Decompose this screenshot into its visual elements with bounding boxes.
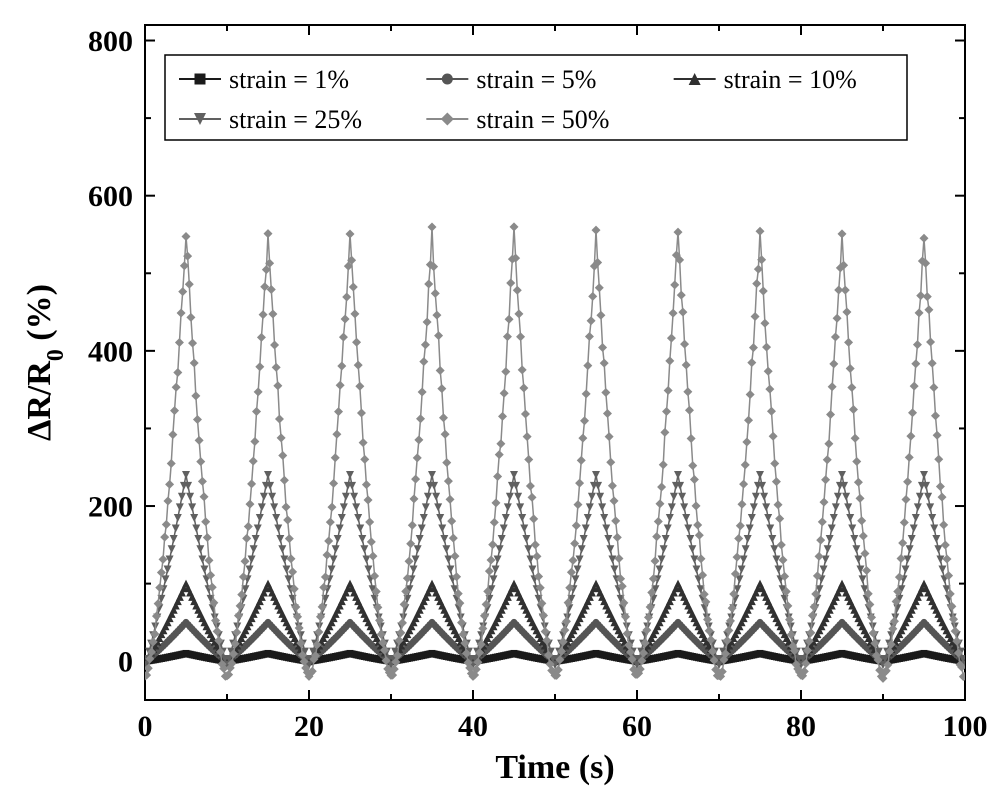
svg-text:strain = 5%: strain = 5% — [476, 65, 596, 94]
svg-text:strain = 10%: strain = 10% — [724, 65, 857, 94]
chart-figure: 0 20 40 60 80 100 0 200 400 600 800 Time (s) ΔR/R0 (… — [0, 0, 1000, 792]
chart-svg: 0 20 40 60 80 100 0 200 400 600 800 Time (s) ΔR/R0 (… — [0, 0, 1000, 792]
svg-text:20: 20 — [294, 710, 324, 743]
svg-text:Time (s): Time (s) — [495, 749, 614, 786]
svg-text:400: 400 — [88, 335, 133, 368]
svg-text:80: 80 — [786, 710, 816, 743]
svg-text:40: 40 — [458, 710, 488, 743]
svg-text:strain = 50%: strain = 50% — [476, 105, 609, 134]
svg-text:0: 0 — [138, 710, 153, 743]
svg-text:800: 800 — [88, 25, 133, 58]
svg-text:strain = 1%: strain = 1% — [229, 65, 349, 94]
svg-text:200: 200 — [88, 491, 133, 524]
svg-text:60: 60 — [622, 710, 652, 743]
svg-text:strain = 25%: strain = 25% — [229, 105, 362, 134]
svg-text:100: 100 — [943, 710, 988, 743]
svg-text:600: 600 — [88, 180, 133, 213]
svg-text:0: 0 — [118, 646, 133, 679]
svg-text:ΔR/R0 (%): ΔR/R0 (%) — [21, 284, 69, 441]
